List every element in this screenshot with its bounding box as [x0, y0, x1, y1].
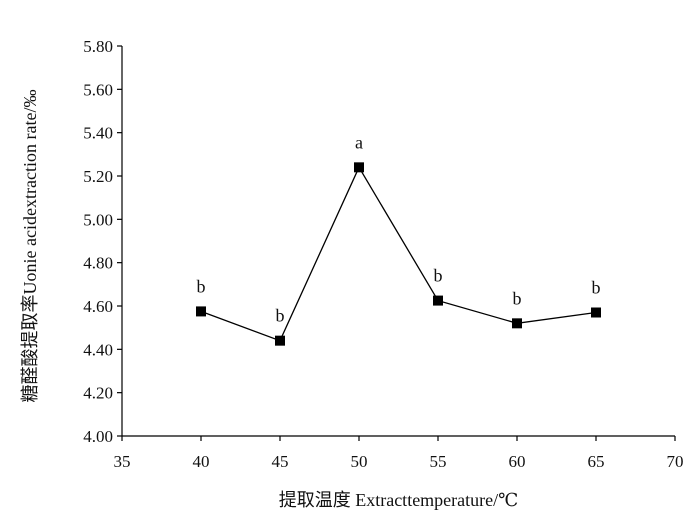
y-tick-label: 4.40 — [83, 340, 113, 359]
data-point-marker — [275, 335, 285, 346]
x-tick-label: 45 — [272, 452, 289, 471]
y-tick-label: 4.00 — [83, 427, 113, 446]
y-axis-title: 糖醛酸提取率Uonie acidextraction rate/‰ — [20, 90, 40, 403]
axes: 4.00 4.20 4.40 4.60 4.80 5.00 5.20 5.40 5.60 5.80… — [83, 37, 683, 471]
x-tick-label: 70 — [667, 452, 684, 471]
data-point-marker — [591, 307, 601, 318]
x-tick-label: 55 — [430, 452, 447, 471]
y-tick-label: 5.80 — [83, 37, 113, 56]
y-tick-label: 4.60 — [83, 297, 113, 316]
data-point-marker — [433, 295, 443, 306]
y-tick-label: 5.40 — [83, 124, 113, 143]
data-label: b — [434, 266, 443, 286]
y-tick-label: 5.60 — [83, 80, 113, 99]
y-tick-label: 5.20 — [83, 167, 113, 186]
data-point-marker — [196, 306, 206, 317]
y-tick-label: 4.20 — [83, 384, 113, 403]
series-line — [200, 165, 597, 342]
x-tick-label: 65 — [588, 452, 605, 471]
data-label: b — [513, 288, 522, 308]
data-point-marker — [512, 318, 522, 329]
x-tick-label: 50 — [351, 452, 368, 471]
y-tick-label: 4.80 — [83, 254, 113, 273]
x-axis-title: 提取温度 Extracttemperature/℃ — [279, 490, 519, 510]
y-tick-label: 5.00 — [83, 210, 113, 229]
plot-area: b b a b b b — [196, 132, 601, 346]
data-label: b — [197, 276, 206, 296]
data-label: a — [355, 132, 363, 152]
data-point-marker — [354, 162, 364, 173]
x-tick-label: 35 — [114, 452, 131, 471]
data-label: b — [276, 306, 285, 326]
x-tick-label: 60 — [509, 452, 526, 471]
data-label: b — [592, 278, 601, 298]
x-tick-label: 40 — [193, 452, 210, 471]
